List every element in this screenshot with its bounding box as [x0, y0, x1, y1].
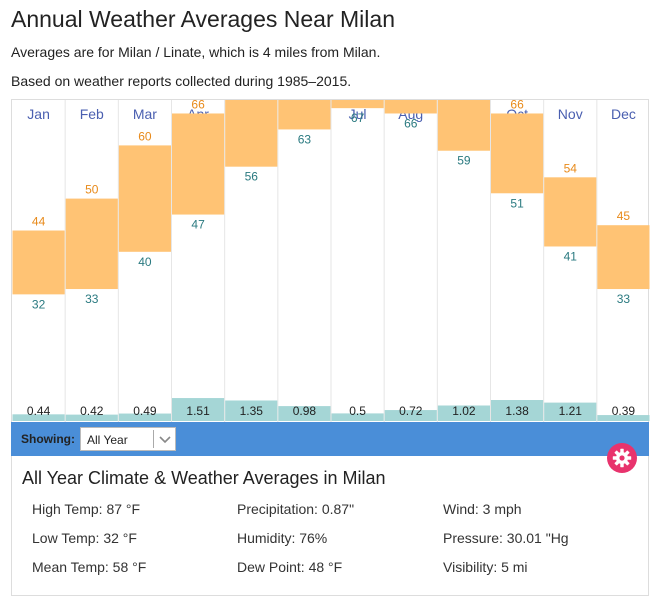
precipitation-bar	[437, 405, 490, 421]
temp-range-bar	[118, 145, 171, 252]
precipitation-bar	[278, 406, 331, 421]
chevron-down-icon	[159, 436, 171, 444]
precipitation-bar	[544, 402, 597, 421]
precipitation-label: 1.51	[186, 404, 210, 418]
precipitation-bar	[172, 398, 225, 421]
select-divider	[153, 430, 154, 448]
temp-range-bar	[437, 100, 490, 151]
low-temp-label: 33	[617, 292, 631, 306]
temp-range-bar	[597, 225, 650, 290]
low-temp-label: 66	[404, 116, 418, 130]
low-temp-label: 41	[564, 249, 578, 263]
month-label: Nov	[558, 106, 583, 122]
location-note: Averages are for Milan / Linate, which i…	[11, 44, 381, 60]
precipitation-label: 1.38	[505, 404, 529, 418]
temp-range-bar	[331, 100, 384, 109]
showing-label: Showing:	[21, 432, 75, 446]
precipitation-label: 0.5	[349, 404, 366, 418]
high-temp-label: 44	[32, 215, 46, 229]
low-temp-label: 59	[457, 154, 471, 168]
weather-chart: Jan44320.44Feb50330.42Mar60400.49Apr6647…	[11, 99, 650, 424]
stat-low-temp: Low Temp: 32 °F	[32, 530, 137, 546]
low-temp-label: 56	[245, 170, 259, 184]
stat-precipitation: Precipitation: 0.87"	[237, 501, 355, 517]
low-temp-label: 47	[191, 218, 205, 232]
high-temp-label: 66	[191, 100, 205, 111]
month-label: Feb	[80, 106, 104, 122]
precipitation-bar	[65, 414, 118, 421]
settings-button[interactable]	[607, 443, 637, 473]
low-temp-label: 51	[510, 196, 524, 210]
temp-range-bar	[491, 113, 544, 194]
month-label: Mar	[133, 106, 157, 122]
precipitation-label: 0.42	[80, 404, 104, 418]
stat-pressure: Pressure: 30.01 "Hg	[443, 530, 569, 546]
low-temp-label: 33	[85, 292, 99, 306]
high-temp-label: 60	[138, 129, 152, 143]
summary-title: All Year Climate & Weather Averages in M…	[22, 468, 386, 488]
precipitation-label: 0.49	[133, 404, 157, 418]
high-temp-label: 50	[85, 183, 99, 197]
month-label: Dec	[611, 106, 636, 122]
stat-high-temp: High Temp: 87 °F	[32, 501, 141, 517]
temp-range-bar	[544, 177, 597, 247]
temp-range-bar	[65, 198, 118, 290]
high-temp-label: 45	[617, 209, 631, 223]
temp-range-bar	[12, 230, 65, 295]
weather-chart-svg: Jan44320.44Feb50330.42Mar60400.49Apr6647…	[12, 100, 650, 424]
low-temp-label: 63	[298, 132, 312, 146]
period-select-value: All Year	[87, 433, 128, 447]
temp-range-bar	[172, 113, 225, 215]
precipitation-bar	[12, 414, 65, 421]
temp-range-bar	[384, 100, 437, 114]
precipitation-bar	[597, 415, 650, 421]
precipitation-bar	[225, 400, 278, 421]
summary-panel: All Year Climate & Weather Averages in M…	[11, 456, 649, 596]
stat-dew-point: Dew Point: 48 °F	[237, 559, 343, 575]
precipitation-label: 0.44	[27, 404, 51, 418]
precipitation-label: 0.72	[399, 404, 423, 418]
data-period-note: Based on weather reports collected durin…	[11, 73, 352, 89]
stat-wind: Wind: 3 mph	[443, 501, 522, 517]
low-temp-label: 32	[32, 297, 46, 311]
precipitation-label: 0.98	[293, 404, 317, 418]
high-temp-label: 66	[510, 100, 524, 111]
gear-icon	[612, 448, 632, 468]
stat-mean-temp: Mean Temp: 58 °F	[32, 559, 147, 575]
high-temp-label: 54	[564, 161, 578, 175]
precipitation-label: 1.21	[559, 404, 583, 418]
month-label: Jan	[27, 106, 50, 122]
precipitation-bar	[491, 400, 544, 421]
precipitation-label: 0.39	[612, 404, 636, 418]
page-title: Annual Weather Averages Near Milan	[11, 6, 395, 32]
temp-range-bar	[278, 100, 331, 130]
stat-visibility: Visibility: 5 mi	[443, 559, 528, 575]
precipitation-label: 1.02	[452, 404, 476, 418]
precipitation-bar	[384, 410, 437, 421]
low-temp-label: 67	[351, 111, 365, 125]
precipitation-label: 1.35	[240, 404, 264, 418]
temp-range-bar	[225, 100, 278, 167]
stat-humidity: Humidity: 76%	[237, 530, 328, 546]
showing-bar: Showing: All Year	[11, 422, 649, 456]
low-temp-label: 40	[138, 255, 152, 269]
precipitation-bar	[331, 413, 384, 421]
precipitation-bar	[118, 413, 171, 421]
period-select[interactable]: All Year	[80, 427, 176, 451]
month-label: Jul	[349, 106, 367, 122]
